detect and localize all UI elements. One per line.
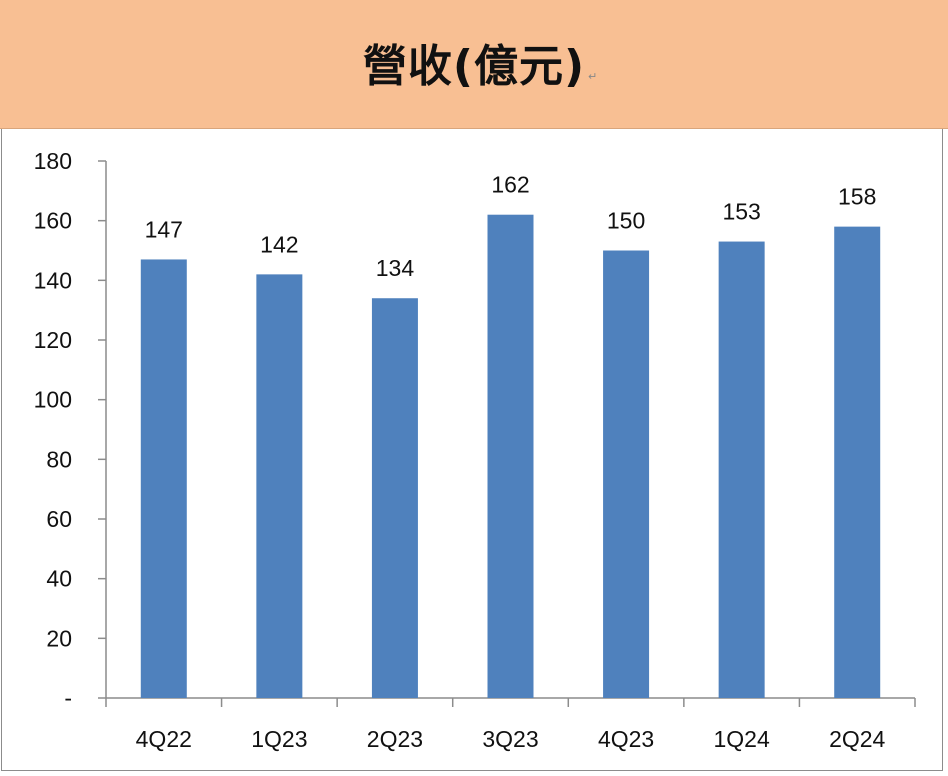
y-tick-label: 120 (34, 327, 72, 353)
data-label: 162 (491, 172, 529, 198)
data-label: 153 (722, 199, 760, 225)
y-tick-label: 140 (34, 267, 72, 293)
paragraph-mark-icon: ↵ (588, 71, 598, 83)
x-tick-label: 1Q24 (714, 726, 770, 752)
data-label: 147 (145, 216, 183, 242)
x-tick-label: 1Q23 (251, 726, 307, 752)
bar-2q23 (371, 298, 418, 698)
title-banner: 營收(億元) ↵ (0, 0, 948, 129)
data-label: 142 (260, 231, 298, 257)
y-tick-label: - (64, 685, 72, 711)
bar-4q22 (140, 259, 187, 698)
x-tick-label: 4Q23 (598, 726, 654, 752)
bar-2q24 (834, 226, 881, 698)
y-tick-label: 80 (46, 446, 72, 472)
data-label: 134 (376, 255, 415, 281)
x-tick-label: 3Q23 (482, 726, 538, 752)
bar-4q23 (603, 250, 650, 698)
bar-1q23 (256, 274, 303, 698)
x-tick-label: 4Q22 (136, 726, 192, 752)
y-tick-label: 20 (46, 625, 72, 651)
bar-3q23 (487, 214, 534, 698)
data-label: 158 (838, 184, 876, 210)
y-tick-label: 40 (46, 566, 72, 592)
chart-title: 營收(億元) (362, 41, 586, 92)
y-tick-label: 60 (46, 506, 72, 532)
y-tick-label: 180 (34, 148, 72, 174)
y-tick-label: 160 (34, 208, 72, 234)
x-tick-label: 2Q24 (829, 726, 885, 752)
x-tick-label: 2Q23 (367, 726, 423, 752)
bar-1q24 (718, 241, 765, 699)
y-tick-label: 100 (34, 387, 72, 413)
data-label: 150 (607, 208, 645, 234)
chart-frame (1, 129, 943, 771)
